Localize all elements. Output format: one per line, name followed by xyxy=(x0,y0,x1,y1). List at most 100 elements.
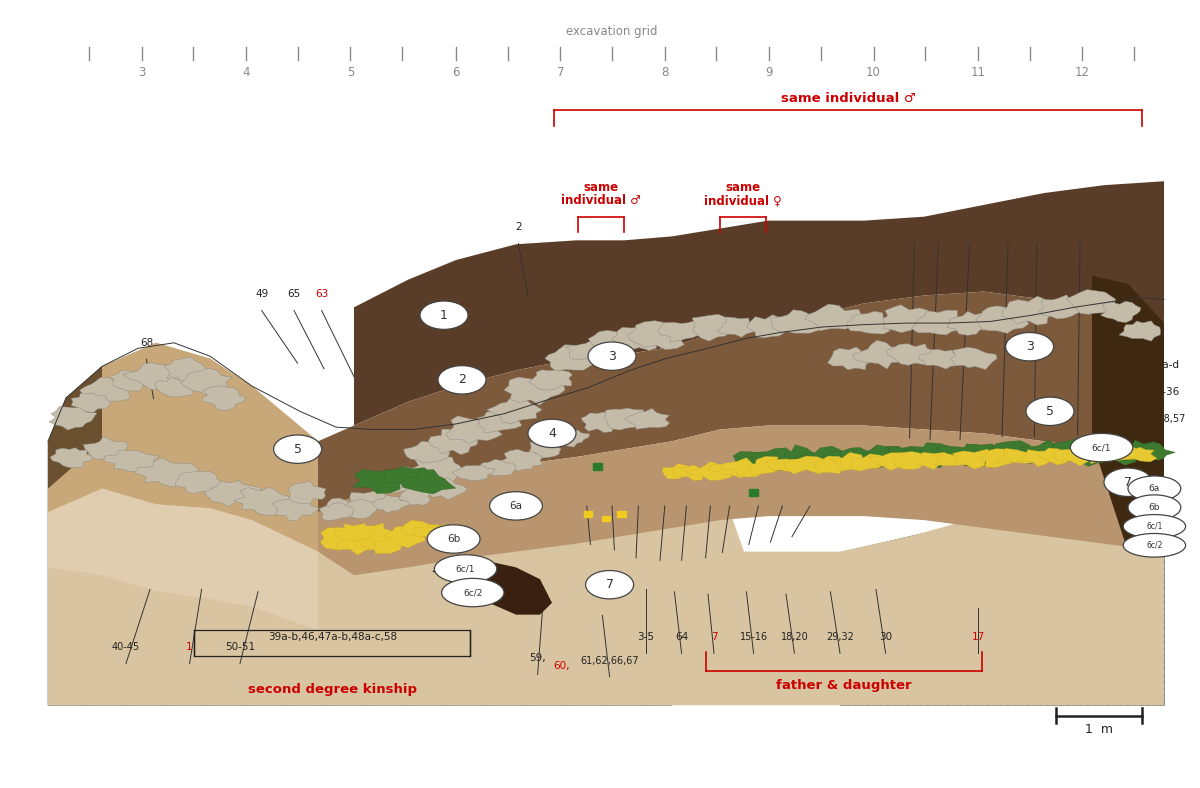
Polygon shape xyxy=(318,426,1164,575)
Polygon shape xyxy=(565,340,611,359)
Polygon shape xyxy=(548,430,589,447)
Text: 4: 4 xyxy=(242,66,250,79)
Polygon shape xyxy=(673,465,708,481)
Polygon shape xyxy=(1124,447,1157,462)
Polygon shape xyxy=(446,416,503,444)
Polygon shape xyxy=(995,448,1039,463)
Text: 2: 2 xyxy=(458,374,466,386)
Text: 6c/1: 6c/1 xyxy=(1092,443,1111,452)
Ellipse shape xyxy=(427,525,480,553)
Text: 5: 5 xyxy=(347,66,354,79)
Text: 7: 7 xyxy=(1124,476,1132,489)
Polygon shape xyxy=(869,453,912,470)
Polygon shape xyxy=(320,527,370,550)
Polygon shape xyxy=(1100,301,1141,322)
Text: 3-5: 3-5 xyxy=(637,632,654,642)
Polygon shape xyxy=(203,386,246,411)
Polygon shape xyxy=(588,330,634,355)
Text: 26-27: 26-27 xyxy=(796,485,824,495)
Text: 65: 65 xyxy=(287,289,301,299)
Ellipse shape xyxy=(588,342,636,370)
Polygon shape xyxy=(164,357,208,384)
Polygon shape xyxy=(401,520,445,537)
Polygon shape xyxy=(529,370,572,390)
Polygon shape xyxy=(529,440,562,458)
Polygon shape xyxy=(354,523,396,543)
Polygon shape xyxy=(720,458,762,478)
Text: 21-25: 21-25 xyxy=(624,485,653,495)
Text: 13: 13 xyxy=(1001,222,1015,232)
Polygon shape xyxy=(893,452,930,470)
Polygon shape xyxy=(354,181,1164,426)
Text: 6c/1: 6c/1 xyxy=(456,564,475,574)
Polygon shape xyxy=(750,448,812,471)
Polygon shape xyxy=(804,304,864,331)
Ellipse shape xyxy=(528,419,576,448)
Polygon shape xyxy=(432,559,552,615)
Polygon shape xyxy=(288,481,326,504)
Text: 63: 63 xyxy=(314,289,329,299)
Polygon shape xyxy=(1039,295,1086,319)
Polygon shape xyxy=(1106,447,1141,461)
Text: 29,32: 29,32 xyxy=(826,632,854,642)
Polygon shape xyxy=(853,340,907,369)
Text: 17: 17 xyxy=(971,632,985,642)
Text: 14: 14 xyxy=(605,485,619,495)
Ellipse shape xyxy=(442,578,504,607)
Polygon shape xyxy=(976,306,1028,333)
Polygon shape xyxy=(334,523,374,541)
Polygon shape xyxy=(48,366,102,489)
Polygon shape xyxy=(504,377,565,405)
Polygon shape xyxy=(338,500,377,519)
Polygon shape xyxy=(604,408,648,430)
Polygon shape xyxy=(427,478,468,500)
Text: 60,: 60, xyxy=(553,661,570,671)
Polygon shape xyxy=(380,466,436,494)
Ellipse shape xyxy=(274,435,322,463)
Polygon shape xyxy=(733,452,782,471)
Polygon shape xyxy=(625,408,670,429)
Polygon shape xyxy=(109,370,149,391)
Polygon shape xyxy=(48,489,318,630)
Polygon shape xyxy=(271,499,319,521)
Text: 3: 3 xyxy=(138,66,145,79)
Polygon shape xyxy=(947,311,996,336)
Polygon shape xyxy=(50,448,94,468)
Text: 33-36: 33-36 xyxy=(1148,387,1180,397)
Polygon shape xyxy=(1020,440,1067,460)
Polygon shape xyxy=(79,377,131,403)
Polygon shape xyxy=(1134,443,1175,461)
Ellipse shape xyxy=(1006,333,1054,361)
Text: 28: 28 xyxy=(931,222,946,232)
Text: 12: 12 xyxy=(751,485,766,495)
Polygon shape xyxy=(1092,276,1164,552)
Text: 6b: 6b xyxy=(1148,503,1160,512)
Ellipse shape xyxy=(1123,533,1186,557)
Text: same individual ♂: same individual ♂ xyxy=(781,92,916,105)
Text: second degree kinship: second degree kinship xyxy=(248,683,416,696)
Text: 49: 49 xyxy=(254,289,269,299)
Polygon shape xyxy=(662,463,697,479)
Polygon shape xyxy=(950,348,997,370)
Polygon shape xyxy=(403,441,450,463)
Polygon shape xyxy=(1038,448,1082,465)
Polygon shape xyxy=(899,443,956,468)
Text: 15-16: 15-16 xyxy=(739,632,768,642)
Polygon shape xyxy=(478,410,522,433)
Polygon shape xyxy=(71,393,110,412)
Polygon shape xyxy=(155,377,194,397)
Polygon shape xyxy=(785,456,832,474)
Polygon shape xyxy=(708,463,749,478)
Polygon shape xyxy=(749,456,790,475)
Polygon shape xyxy=(398,486,431,506)
Text: 18,20: 18,20 xyxy=(780,632,809,642)
Polygon shape xyxy=(984,440,1045,463)
Polygon shape xyxy=(847,311,896,334)
Polygon shape xyxy=(384,526,426,548)
Text: 64: 64 xyxy=(674,632,689,642)
Polygon shape xyxy=(821,448,887,468)
Polygon shape xyxy=(1084,449,1121,463)
Polygon shape xyxy=(103,450,160,472)
Polygon shape xyxy=(413,524,456,541)
Polygon shape xyxy=(318,292,1164,512)
